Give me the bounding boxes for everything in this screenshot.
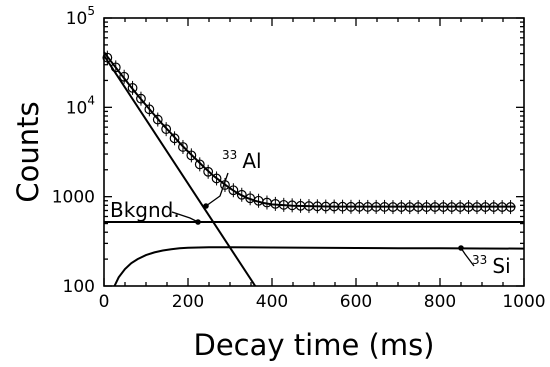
data-point <box>236 189 247 200</box>
data-point <box>144 104 155 115</box>
annotation-leaders <box>171 172 475 267</box>
data-point <box>102 52 113 63</box>
data-point <box>186 150 197 161</box>
x-tick-label: 600 <box>340 292 372 312</box>
bkgnd-leader-dot <box>195 219 201 225</box>
data-point <box>110 62 121 73</box>
y-tick-label: 104 <box>66 93 95 118</box>
si-leader-dot <box>458 245 464 251</box>
data-point <box>178 142 188 152</box>
y-tick-label: 100 <box>63 277 95 297</box>
x-tick-label: 800 <box>424 292 456 312</box>
al33-decay-line <box>103 54 257 287</box>
si-mass-number: 33 <box>472 253 487 267</box>
data-point <box>127 83 138 93</box>
x-tick-labels: 0 200 400 600 800 1000 <box>99 292 546 312</box>
bkgnd-label: Bkgnd. <box>110 198 180 222</box>
y-tick-label: 105 <box>66 4 95 29</box>
data-point <box>194 159 205 170</box>
data-point <box>505 202 516 212</box>
al-label: 33 Al <box>222 144 262 173</box>
data-point <box>203 166 214 177</box>
si33-growth-line <box>113 246 525 287</box>
data-point <box>161 124 172 135</box>
si-symbol: Si <box>492 254 510 278</box>
total-fit-line <box>103 51 516 208</box>
al-mass-number: 33 <box>222 148 237 162</box>
bkgnd-leader <box>171 211 199 223</box>
al-leader <box>205 172 229 207</box>
data-point <box>136 93 146 104</box>
x-tick-label: 0 <box>99 292 110 312</box>
data-point <box>228 185 239 196</box>
si-label: 33 Si <box>472 249 511 278</box>
x-tick-label: 1000 <box>502 292 545 312</box>
data-point <box>169 133 180 144</box>
y-axis-title: Counts <box>11 101 45 202</box>
series-layer <box>103 51 525 287</box>
data-points <box>102 50 516 215</box>
data-point <box>152 114 163 125</box>
al-symbol: Al <box>242 149 261 173</box>
al-leader-dot <box>203 203 209 209</box>
x-tick-label: 200 <box>172 292 204 312</box>
y-tick-label: 1000 <box>52 188 95 208</box>
axis-ticks <box>103 17 525 287</box>
x-axis-title: Decay time (ms) <box>194 328 435 362</box>
data-point <box>119 71 130 82</box>
x-tick-label: 400 <box>256 292 288 312</box>
y-tick-labels: 100 1000 104 105 <box>52 4 95 297</box>
data-point <box>211 173 222 184</box>
